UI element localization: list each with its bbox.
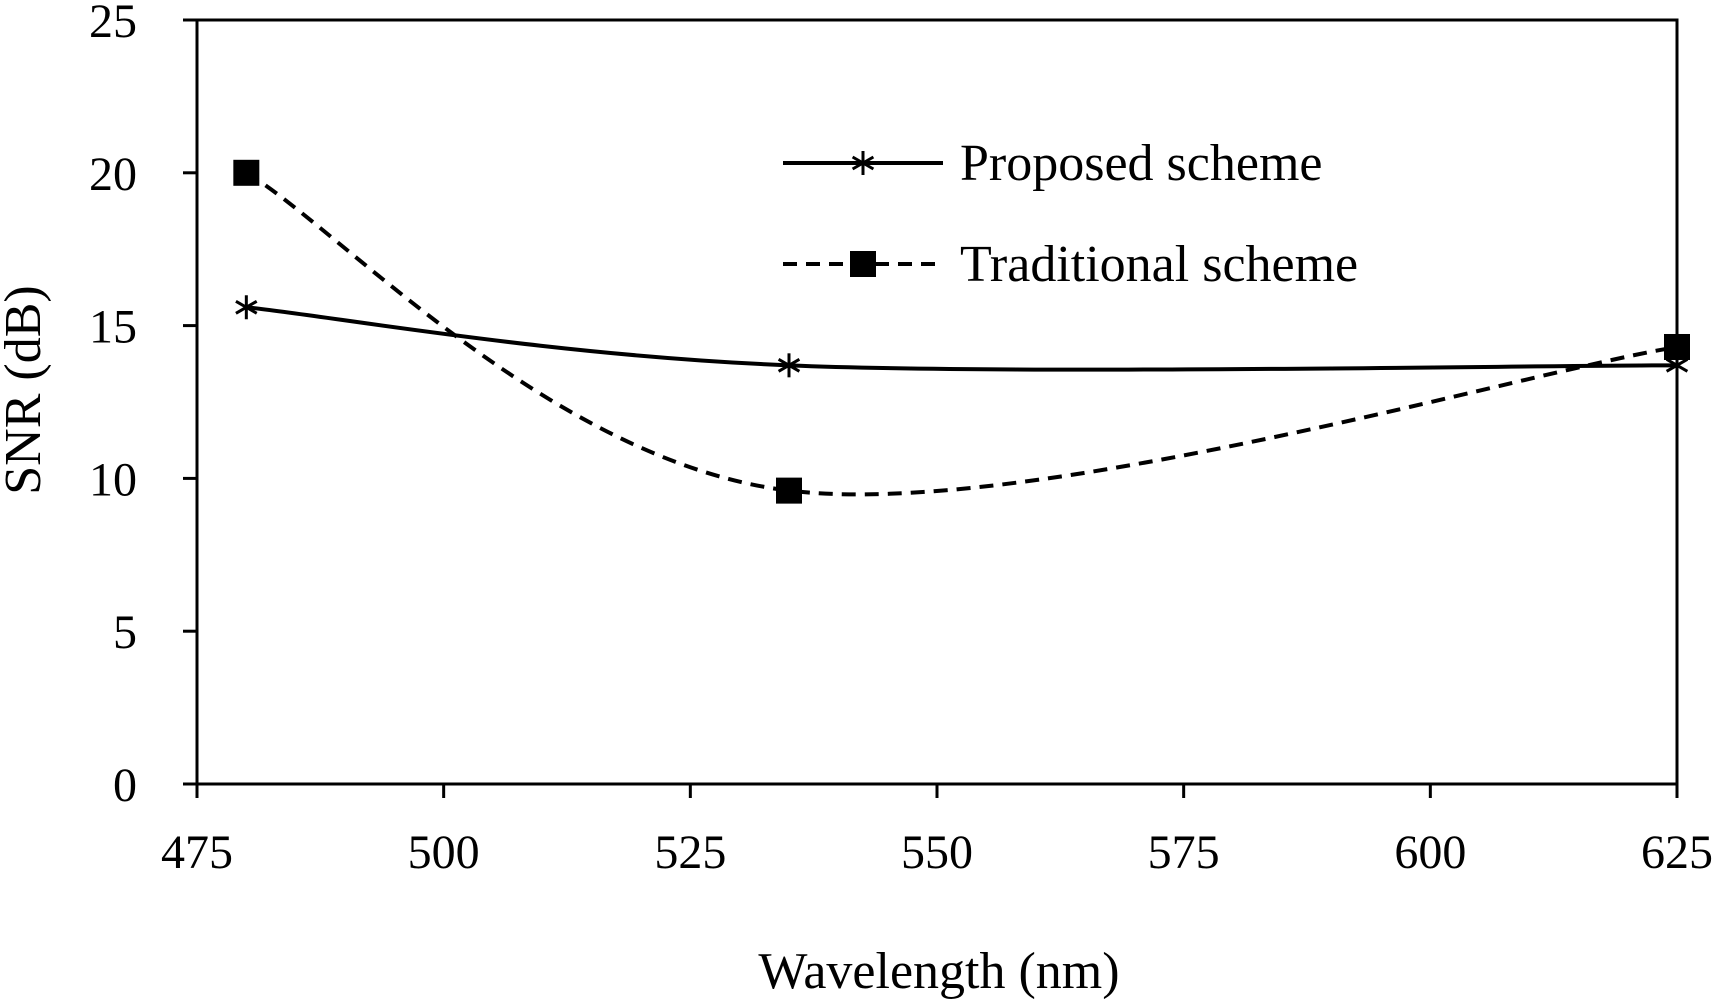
x-tick-label: 500 [408, 826, 480, 879]
series-layer [233, 159, 1690, 504]
data-point-series-1 [235, 295, 258, 320]
data-point-series-2 [1664, 333, 1690, 360]
legend-marker-2 [850, 251, 876, 277]
marker-stroke [235, 299, 258, 315]
legend-label-2: Traditional scheme [960, 236, 1358, 293]
y-tick-label: 15 [89, 301, 137, 354]
legend-label-1: Proposed scheme [960, 135, 1322, 192]
y-tick-label: 10 [89, 453, 137, 506]
data-point-series-2 [776, 477, 802, 504]
legend: Proposed scheme Traditional scheme [783, 135, 1358, 293]
data-point-series-1 [777, 353, 801, 378]
data-point-series-2 [233, 159, 260, 186]
y-tick-label: 25 [89, 0, 137, 48]
marker-stroke [851, 155, 875, 171]
x-axis-title: Wavelength (nm) [758, 943, 1119, 1000]
x-tick-label: 550 [901, 826, 973, 879]
x-tick-label: 475 [161, 826, 233, 879]
y-tick-label: 5 [113, 606, 137, 659]
plot-frame [195, 18, 1679, 786]
x-tick-label: 575 [1148, 826, 1220, 879]
series-line-1 [246, 305, 1678, 372]
legend-marker-1 [851, 151, 875, 175]
x-tick-label: 525 [654, 826, 726, 879]
marker-stroke [777, 358, 801, 373]
y-tick-label: 0 [113, 759, 137, 812]
x-tick-label: 600 [1394, 826, 1466, 879]
series-line-2 [245, 171, 1678, 497]
y-tick-label: 20 [89, 148, 137, 201]
marker-stroke [1665, 358, 1689, 373]
x-tick-label: 625 [1641, 826, 1713, 879]
y-axis-title: SNR (dB) [0, 285, 52, 494]
